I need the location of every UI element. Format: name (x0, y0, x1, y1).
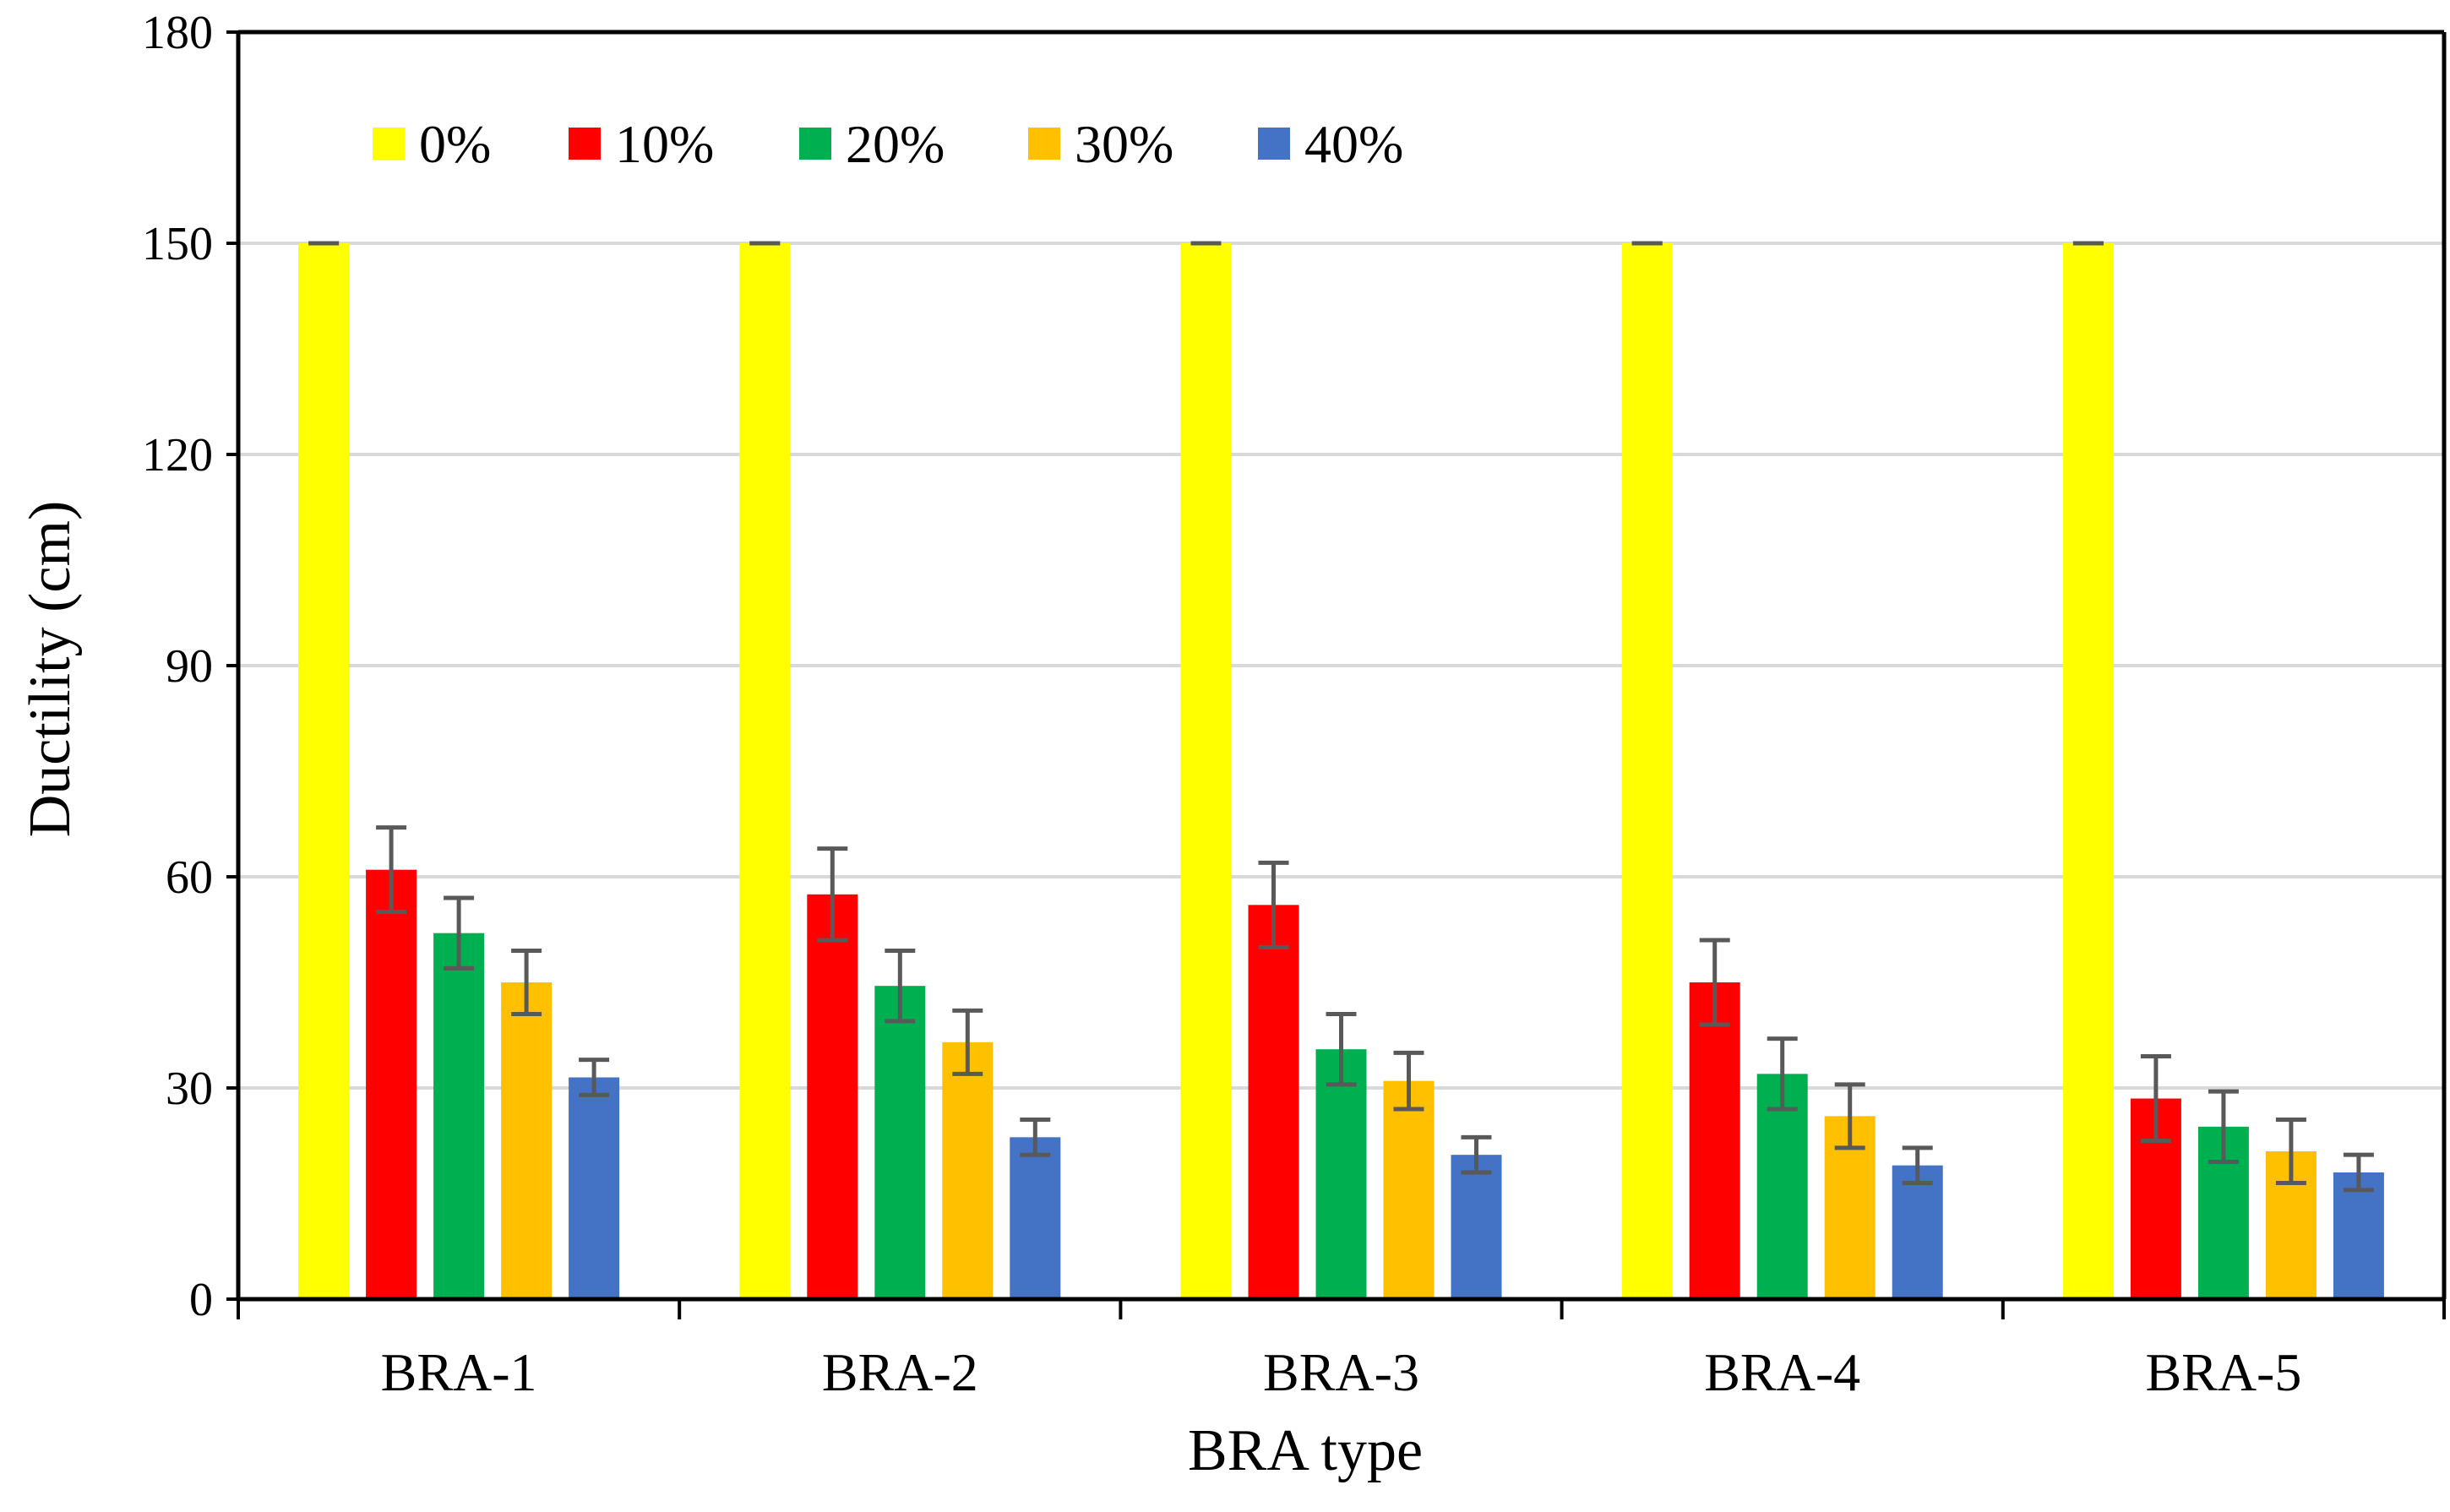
bar-bra-1-0pct (298, 243, 350, 1299)
legend-swatch (1258, 128, 1290, 160)
legend-label: 40% (1304, 114, 1403, 174)
legend-swatch (799, 128, 831, 160)
axes (226, 30, 2447, 1319)
bar-bra-4-0pct (1621, 243, 1673, 1299)
legend-label: 30% (1075, 114, 1173, 174)
bar-bra-3-0pct (1180, 243, 1232, 1299)
bar-bra-4-20pct (1756, 1074, 1808, 1299)
x-tick-label: BRA-5 (2145, 1342, 2301, 1402)
bar-bra-4-40pct (1892, 1165, 1943, 1299)
x-axis-title: BRA type (1188, 1418, 1423, 1483)
legend-swatch (1028, 128, 1060, 160)
bar-bra-2-10pct (807, 894, 858, 1299)
bars (298, 243, 2384, 1299)
legend-swatch (373, 128, 405, 160)
legend-label: 10% (615, 114, 714, 174)
legend-label: 0% (419, 114, 491, 174)
bar-bra-3-40pct (1451, 1155, 1502, 1299)
y-tick-labels: 0 30 60 90 120 150 180 (142, 7, 213, 1326)
bar-bra-2-40pct (1010, 1137, 1061, 1299)
x-tick-labels: BRA-1 BRA-2 BRA-3 BRA-4 BRA-5 (381, 1342, 2302, 1402)
y-axis-title: Ductility (cm) (18, 501, 83, 838)
bar-bra-1-40pct (569, 1077, 620, 1299)
y-tick-label: 90 (166, 640, 213, 693)
legend-label: 20% (846, 114, 945, 174)
bar-bra-1-10pct (366, 869, 417, 1299)
bar-bra-2-30pct (942, 1042, 994, 1299)
bar-bra-2-0pct (739, 243, 791, 1299)
x-tick-label: BRA-1 (381, 1342, 537, 1402)
bar-bra-4-10pct (1689, 982, 1740, 1299)
y-tick-label: 150 (142, 218, 213, 270)
x-tick-label: BRA-4 (1704, 1342, 1860, 1402)
y-tick-label: 30 (166, 1063, 213, 1115)
y-tick-label: 60 (166, 851, 213, 904)
x-tick-label: BRA-3 (1263, 1342, 1419, 1402)
bar-bra-1-30pct (501, 982, 553, 1299)
bar-bra-1-20pct (433, 933, 485, 1299)
bar-bra-3-30pct (1383, 1080, 1435, 1299)
bar-bra-3-10pct (1248, 905, 1299, 1299)
legend: 0% 10% 20% 30% 40% (373, 114, 1403, 174)
y-tick-label: 120 (142, 429, 213, 481)
bar-bra-3-20pct (1315, 1049, 1367, 1299)
bar-bra-2-20pct (874, 986, 926, 1299)
y-tick-label: 0 (189, 1274, 213, 1326)
bar-bra-5-40pct (2333, 1172, 2384, 1299)
bar-bra-5-0pct (2062, 243, 2114, 1299)
legend-swatch (569, 128, 601, 160)
x-tick-label: BRA-2 (822, 1342, 978, 1402)
y-tick-label: 180 (142, 7, 213, 59)
error-bars (308, 241, 2374, 1193)
